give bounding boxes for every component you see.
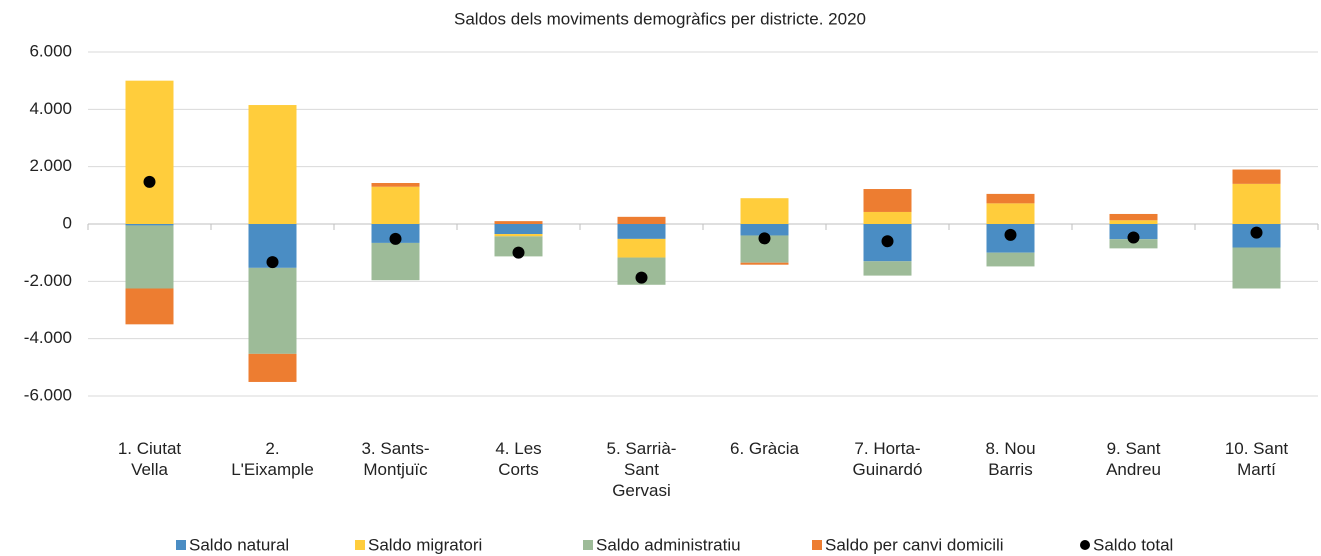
total-dot (1004, 228, 1017, 241)
y-tick-label: -6.000 (24, 385, 72, 404)
legend-label: Saldo total (1093, 535, 1173, 554)
legend-label: Saldo per canvi domicili (825, 535, 1004, 554)
total-dot (266, 256, 279, 269)
bar-segment (248, 353, 297, 382)
x-tick-label: 10. Sant Martí (1224, 439, 1289, 479)
x-tick-label: 5. Sarrià-Sant Gervasi (606, 439, 677, 500)
bar-segment (617, 238, 666, 258)
bar-segment (617, 224, 666, 239)
legend-label: Saldo migratori (368, 535, 482, 554)
legend-marker (176, 540, 186, 550)
total-dot (1250, 226, 1263, 239)
legend-marker (812, 540, 822, 550)
x-tick-label: 2. L'Eixample (231, 439, 314, 479)
y-tick-label: 2.000 (29, 156, 72, 175)
total-dot (512, 246, 525, 259)
bar-segment (863, 211, 912, 224)
legend-marker (355, 540, 365, 550)
bar-segment (125, 80, 174, 225)
legend-marker (1080, 540, 1090, 550)
bar-segment (371, 183, 420, 187)
bar-segment (986, 252, 1035, 267)
bar-segment (1232, 247, 1281, 289)
y-tick-label: -2.000 (24, 271, 72, 290)
legend-marker (583, 540, 593, 550)
bar-segment (494, 234, 543, 237)
bar-segment (740, 198, 789, 224)
total-dot (1127, 231, 1140, 244)
y-tick-label: -4.000 (24, 328, 72, 347)
bar-segment (1109, 213, 1158, 221)
x-tick-label: 1. Ciutat Vella (117, 439, 182, 479)
y-tick-label: 6.000 (29, 41, 72, 60)
bar-segment (740, 224, 789, 236)
bar-segment (1232, 169, 1281, 184)
bar-segment (1109, 239, 1158, 249)
total-dot (143, 175, 156, 188)
x-tick-label: 7. Horta-Guinardó (852, 439, 923, 479)
bar-segment (125, 224, 174, 226)
bar-segment (986, 203, 1035, 224)
legend-label: Saldo administratiu (596, 535, 741, 554)
y-tick-label: 0 (63, 213, 72, 232)
bar-segment (125, 288, 174, 325)
bar-segment (248, 105, 297, 224)
total-dot (635, 271, 648, 284)
bar-segment (863, 189, 912, 212)
total-dot (389, 232, 402, 245)
bar-segment (1109, 220, 1158, 224)
x-tick-label: 3. Sants-Montjuïc (361, 439, 430, 479)
bar-segment (125, 225, 174, 289)
bar-segment (371, 242, 420, 281)
bar-segment (740, 262, 789, 265)
total-dot (881, 235, 894, 248)
bar-segment (371, 186, 420, 224)
bar-segment (1232, 183, 1281, 224)
bar-segment (248, 267, 297, 354)
bar-segment (986, 193, 1035, 204)
bar-segment (494, 236, 543, 257)
x-tick-label: 9. Sant Andreu (1106, 439, 1161, 479)
chart-title: Saldos dels moviments demogràfics per di… (454, 9, 866, 28)
y-tick-label: 4.000 (29, 99, 72, 118)
total-dot (758, 232, 771, 245)
bar-segment (617, 216, 666, 224)
bar-segment (494, 224, 543, 235)
bar-segment (863, 261, 912, 276)
x-tick-label: 4. Les Corts (495, 439, 542, 479)
x-tick-label: 8. Nou Barris (985, 439, 1036, 479)
legend-label: Saldo natural (189, 535, 289, 554)
x-tick-label: 6. Gràcia (730, 439, 799, 458)
bar-segment (494, 221, 543, 224)
